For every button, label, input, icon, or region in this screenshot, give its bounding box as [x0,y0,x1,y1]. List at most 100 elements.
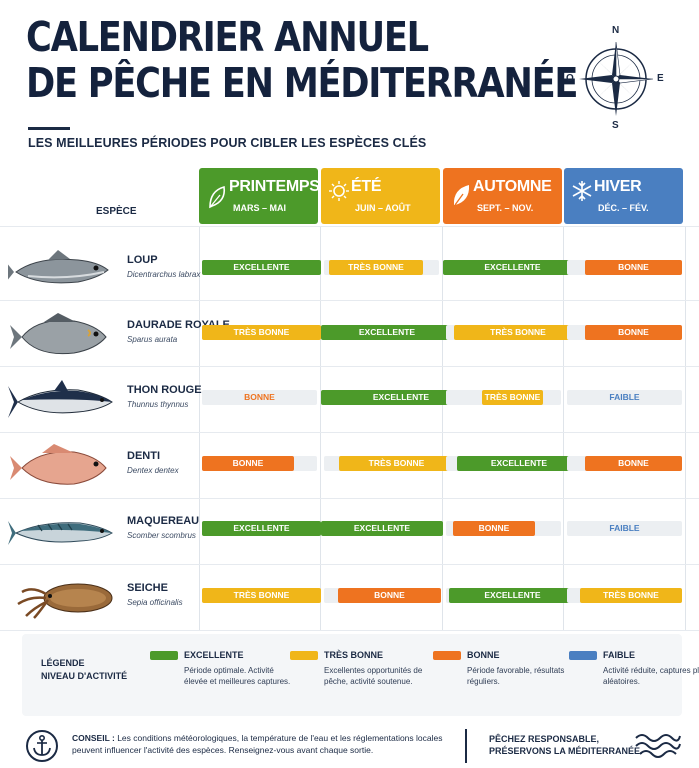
rating-bar: EXCELLENTE [443,260,582,275]
legend-swatch [569,651,597,660]
rating-bar: TRÈS BONNE [202,325,321,340]
season-header-3: AUTOMNE SEPT. – NOV. [443,168,562,224]
grid-line-horizontal [0,564,699,565]
grid-line-horizontal [0,630,699,631]
sea-bass-icon [6,248,118,292]
compass-east: E [657,73,664,84]
season-name: AUTOMNE [473,178,552,195]
advice-text: CONSEIL : Les conditions météorologiques… [72,732,452,756]
leaf-icon [206,179,228,215]
grid-line-horizontal [0,366,699,367]
season-months: DÉC. – FÉV. [598,203,649,213]
compass-rose-icon: N S E O [566,24,670,132]
autumn-leaf-icon [450,179,472,215]
legend-title: LÉGENDE NIVEAU D'ACTIVITÉ [41,658,128,681]
legend-item-name: BONNE [467,650,500,660]
rating-bar: TRÈS BONNE [339,456,454,471]
rating-bar: BONNE [585,325,682,340]
rating-bar: BONNE [453,521,535,536]
compass-south: S [612,120,619,131]
season-name: HIVER [594,178,642,195]
rating-track [567,390,682,405]
grid-line-vertical [442,226,443,631]
grid-line-vertical [563,226,564,631]
legend-item-name: EXCELLENTE [184,650,244,660]
rating-track [567,521,682,536]
rating-bar: TRÈS BONNE [482,390,543,405]
sea-bream-icon [8,313,118,357]
dentex-icon [8,444,118,488]
title-underline [28,127,70,130]
mackerel-icon [8,509,118,553]
species-latin-name: Thunnus thynnus [127,400,189,409]
grid-line-horizontal [0,226,699,227]
rating-bar: EXCELLENTE [449,588,576,603]
rating-track [202,390,317,405]
rating-bar: TRÈS BONNE [454,325,582,340]
species-name: MAQUEREAU [127,515,200,527]
tuna-icon [8,378,118,422]
rating-bar: EXCELLENTE [457,456,581,471]
rating-bar: BONNE [585,260,682,275]
legend-item-description: Période favorable, résultats réguliers. [467,666,565,686]
season-header-1: PRINTEMPS MARS – MAI [199,168,320,224]
species-latin-name: Sepia officinalis [127,598,183,607]
legend-item-name: TRÈS BONNE [324,650,384,660]
rating-bar: TRÈS BONNE [580,588,682,603]
rating-bar: EXCELLENTE [321,521,443,536]
waves-icon [634,730,682,760]
season-name: PRINTEMPS [229,178,320,195]
cuttlefish-icon [8,576,118,620]
compass-west: O [566,73,574,84]
grid-line-horizontal [0,300,699,301]
rating-bar: BONNE [338,588,441,603]
grid-line-vertical [199,226,200,631]
species-name: LOUP [127,254,158,266]
legend-item-name: FAIBLE [603,650,636,660]
rating-bar: BONNE [585,456,682,471]
rating-bar: TRÈS BONNE [202,588,321,603]
species-name: THON ROUGE [127,384,202,396]
rating-bar: EXCELLENTE [321,390,481,405]
page-subtitle: LES MEILLEURES PÉRIODES POUR CIBLER LES … [28,136,427,150]
species-latin-name: Dicentrarchus labrax [127,270,201,279]
compass-north: N [612,25,620,36]
rating-bar: EXCELLENTE [202,260,321,275]
legend-panel: LÉGENDE NIVEAU D'ACTIVITÉ EXCELLENTE Péri… [22,634,699,716]
grid-line-horizontal [0,498,699,499]
advice-body: Les conditions météorologiques, la tempé… [72,733,443,755]
species-name: DENTI [127,450,160,462]
title-line-2: DE PÊCHE EN MÉDITERRANÉE [26,59,578,107]
season-months: SEPT. – NOV. [477,203,534,213]
page-title: CALENDRIER ANNUEL DE PÊCHE EN MÉDITERRAN… [26,13,578,107]
legend-swatch [433,651,461,660]
season-months: JUIN – AOÛT [355,203,411,213]
legend-swatch [150,651,178,660]
sun-icon [328,179,350,215]
legend-item-description: Activité réduite, captures plus aléatoir… [603,666,699,686]
title-line-1: CALENDRIER ANNUEL [26,13,429,61]
species-name: SEICHE [127,582,168,594]
legend-item-description: Excellentes opportunités de pêche, activ… [324,666,423,686]
slogan: PÊCHEZ RESPONSABLE, PRÉSERVONS LA MÉDITE… [489,734,643,756]
season-name: ÉTÉ [351,178,382,195]
species-latin-name: Sparus aurata [127,335,178,344]
rating-bar: BONNE [202,456,294,471]
season-header-2: ÉTÉ JUIN – AOÛT [321,168,440,224]
legend-swatch [290,651,318,660]
legend-item-description: Période optimale. Activité élevée et mei… [184,666,291,686]
species-column-header: ESPÈCE [96,206,137,217]
rating-bar: EXCELLENTE [321,325,453,340]
species-latin-name: Scomber scombrus [127,531,196,540]
species-latin-name: Dentex dentex [127,466,179,475]
grid-line-horizontal [0,432,699,433]
footer-divider [465,729,467,763]
snowflake-icon [571,179,593,215]
rating-bar: EXCELLENTE [202,521,321,536]
season-months: MARS – MAI [233,203,287,213]
anchor-icon [26,730,58,762]
season-header-4: HIVER DÉC. – FÉV. [564,168,683,224]
rating-bar: TRÈS BONNE [329,260,423,275]
rating-bar: FAIBLE [609,523,640,533]
advice-label: CONSEIL : [72,733,115,743]
